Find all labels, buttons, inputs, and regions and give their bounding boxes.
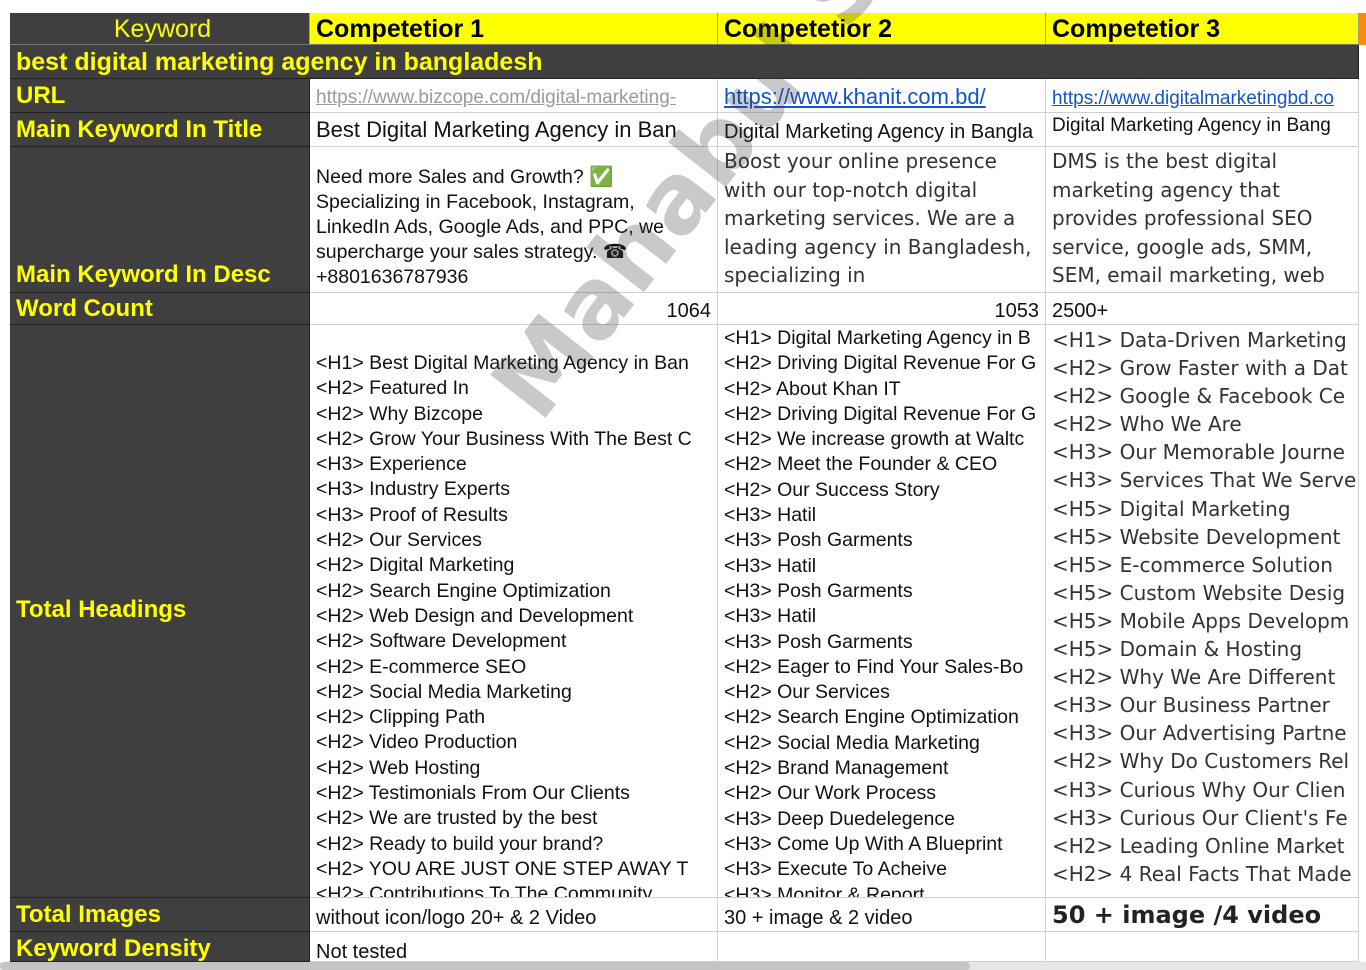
header-keyword[interactable]: Keyword <box>10 13 310 45</box>
word-count-competitor-2[interactable]: 1053 <box>718 293 1046 325</box>
images-competitor-1[interactable]: without icon/logo 20+ & 2 Video <box>310 898 718 932</box>
keyword-row[interactable]: best digital marketing agency in banglad… <box>10 45 1359 79</box>
label-headings[interactable]: Total Headings <box>10 325 310 898</box>
desc-text-competitor-2: Boost your online presence with our top-… <box>724 149 1032 287</box>
desc-competitor-3[interactable]: DMS is the best digital marketing agency… <box>1046 147 1359 293</box>
title-competitor-3[interactable]: Digital Marketing Agency in Bang <box>1046 113 1359 147</box>
desc-competitor-1[interactable]: Need more Sales and Growth? ✅ Specializi… <box>310 147 718 293</box>
headings-competitor-3[interactable]: <H1> Data-Driven Marketing <H2> Grow Fas… <box>1046 325 1359 898</box>
images-competitor-2[interactable]: 30 + image & 2 video <box>718 898 1046 932</box>
next-column-edge <box>1359 13 1366 45</box>
header-competitor-1[interactable]: Competetior 1 <box>310 13 718 45</box>
density-competitor-3[interactable] <box>1046 932 1359 962</box>
url-competitor-2[interactable]: https://www.khanit.com.bd/ <box>718 79 1046 113</box>
headings-competitor-1[interactable]: <H1> Best Digital Marketing Agency in Ba… <box>310 325 718 898</box>
label-images[interactable]: Total Images <box>10 898 310 932</box>
density-competitor-1[interactable]: Not tested <box>310 932 718 962</box>
density-competitor-2[interactable] <box>718 932 1046 962</box>
header-competitor-3[interactable]: Competetior 3 <box>1046 13 1359 45</box>
label-title[interactable]: Main Keyword In Title <box>10 113 310 147</box>
title-competitor-1[interactable]: Best Digital Marketing Agency in Ban <box>310 113 718 147</box>
headings-competitor-2[interactable]: <H1> Digital Marketing Agency in B <H2> … <box>718 325 1046 898</box>
label-word-count[interactable]: Word Count <box>10 293 310 325</box>
url-competitor-3[interactable]: https://www.digitalmarketingbd.co <box>1046 79 1359 113</box>
desc-text-competitor-3: DMS is the best digital marketing agency… <box>1052 149 1325 287</box>
label-density[interactable]: Keyword Density <box>10 932 310 962</box>
word-count-competitor-1[interactable]: 1064 <box>310 293 718 325</box>
url-competitor-1[interactable]: https://www.bizcope.com/digital-marketin… <box>310 79 718 113</box>
horizontal-scrollbar-thumb[interactable] <box>0 962 970 970</box>
word-count-competitor-3[interactable]: 2500+ <box>1046 293 1359 325</box>
desc-text-competitor-1: Need more Sales and Growth? ✅ Specializi… <box>316 166 664 288</box>
desc-competitor-2[interactable]: Boost your online presence with our top-… <box>718 147 1046 293</box>
images-competitor-3[interactable]: 50 + image /4 video <box>1046 898 1359 932</box>
header-competitor-2[interactable]: Competetior 2 <box>718 13 1046 45</box>
label-url[interactable]: URL <box>10 79 310 113</box>
label-desc[interactable]: Main Keyword In Desc <box>10 147 310 293</box>
title-competitor-2[interactable]: Digital Marketing Agency in Bangla <box>718 113 1046 147</box>
